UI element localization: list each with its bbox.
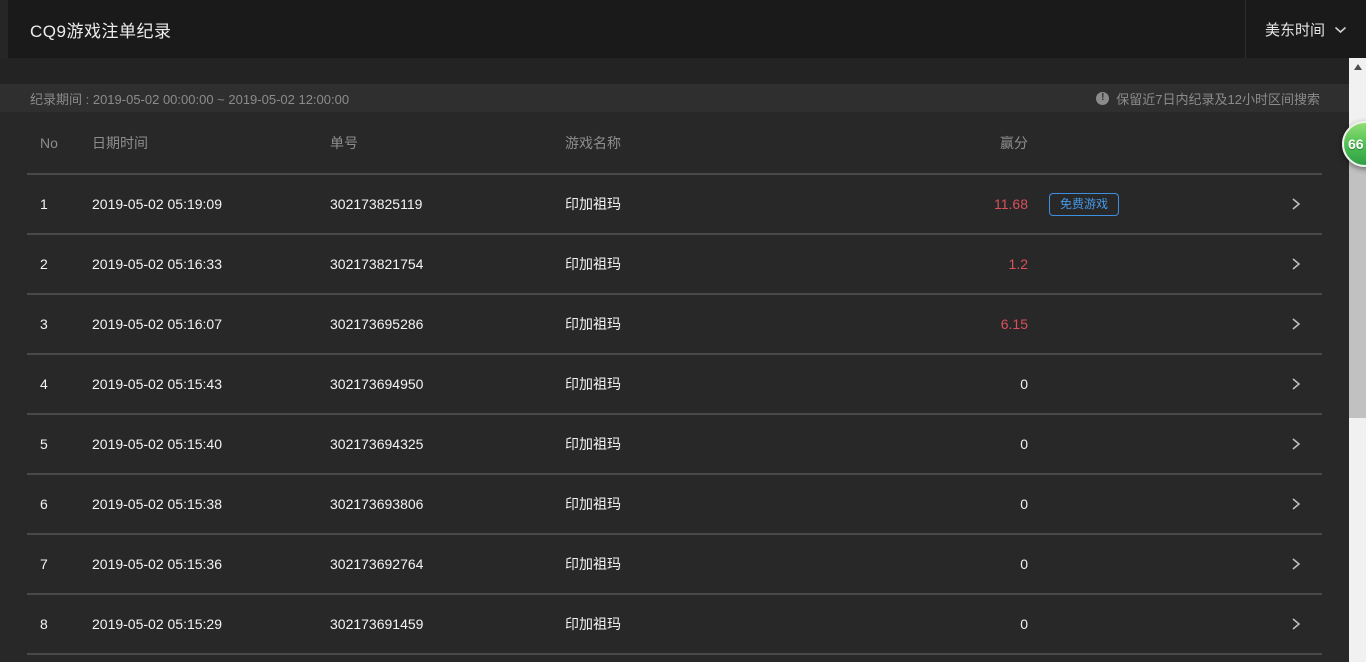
cell-datetime: 2019-05-02 05:15:29 <box>92 616 222 632</box>
cell-order-no: 302173694950 <box>330 376 424 392</box>
cell-order-no: 302173825119 <box>330 196 423 212</box>
cell-win-score: 0 <box>1020 436 1028 452</box>
cell-datetime: 2019-05-02 05:15:43 <box>92 376 222 392</box>
info-icon: ! <box>1096 91 1110 105</box>
cell-order-no: 302173695286 <box>330 316 424 332</box>
table-row[interactable]: 4 2019-05-02 05:15:43 302173694950 印加祖玛 … <box>27 355 1322 415</box>
cell-win-score: 1.2 <box>1008 256 1028 272</box>
arrow-up-icon <box>1353 63 1362 70</box>
chevron-right-icon[interactable] <box>1278 496 1314 512</box>
cell-game-name: 印加祖玛 <box>565 316 621 332</box>
cell-win-score: 0 <box>1020 616 1028 632</box>
table-body: 1 2019-05-02 05:19:09 302173825119 印加祖玛 … <box>0 175 1349 655</box>
cell-datetime: 2019-05-02 05:15:36 <box>92 556 222 572</box>
cell-datetime: 2019-05-02 05:15:38 <box>92 496 222 512</box>
cell-game-name: 印加祖玛 <box>565 436 621 452</box>
cell-game-name: 印加祖玛 <box>565 556 621 572</box>
cell-game-name: 印加祖玛 <box>565 196 621 212</box>
floating-count-value: 66 <box>1348 136 1364 152</box>
cell-game-name: 印加祖玛 <box>565 616 621 632</box>
cell-datetime: 2019-05-02 05:15:40 <box>92 436 222 452</box>
table-row[interactable]: 6 2019-05-02 05:15:38 302173693806 印加祖玛 … <box>27 475 1322 535</box>
chevron-down-icon <box>1334 21 1347 38</box>
column-header-datetime: 日期时间 <box>92 134 148 151</box>
table-header-row: No 日期时间 单号 游戏名称 赢分 <box>27 112 1322 175</box>
cell-order-no: 302173693806 <box>330 496 424 512</box>
chevron-right-icon[interactable] <box>1278 376 1314 392</box>
cell-no: 5 <box>40 436 48 452</box>
column-header-game-name: 游戏名称 <box>565 134 621 151</box>
cell-no: 7 <box>40 556 48 572</box>
cell-datetime: 2019-05-02 05:19:09 <box>92 196 222 212</box>
table-row[interactable]: 2 2019-05-02 05:16:33 302173821754 印加祖玛 … <box>27 235 1322 295</box>
cell-no: 3 <box>40 316 48 332</box>
cell-no: 4 <box>40 376 48 392</box>
column-header-win-score: 赢分 <box>1000 134 1028 151</box>
retention-notice: ! 保留近7日内纪录及12小时区间搜索 <box>1096 89 1320 108</box>
top-gap <box>0 58 1349 84</box>
free-game-badge: 免费游戏 <box>1049 192 1120 216</box>
scrollbar-thumb[interactable] <box>1349 155 1366 418</box>
table-row[interactable]: 5 2019-05-02 05:15:40 302173694325 印加祖玛 … <box>27 415 1322 475</box>
topbar: CQ9游戏注单纪录 美东时间 <box>0 0 1366 58</box>
cell-win-score: 0 <box>1020 376 1028 392</box>
page-title: CQ9游戏注单纪录 <box>30 21 172 41</box>
column-header-order-no: 单号 <box>330 134 358 151</box>
record-period-label: 纪录期间 : 2019-05-02 00:00:00 ~ 2019-05-02 … <box>30 91 350 107</box>
cell-game-name: 印加祖玛 <box>565 496 621 512</box>
cell-win-score: 6.15 <box>1000 316 1028 332</box>
chevron-right-icon[interactable] <box>1278 556 1314 572</box>
table-row[interactable]: 8 2019-05-02 05:15:29 302173691459 印加祖玛 … <box>27 595 1322 655</box>
table-row[interactable]: 1 2019-05-02 05:19:09 302173825119 印加祖玛 … <box>27 175 1322 235</box>
main-content: 纪录期间 : 2019-05-02 00:00:00 ~ 2019-05-02 … <box>0 58 1349 662</box>
cell-no: 8 <box>40 616 48 632</box>
topbar-left-strip <box>0 0 8 58</box>
column-header-no: No <box>40 134 58 151</box>
cell-win-score: 0 <box>1020 496 1028 512</box>
cell-order-no: 302173694325 <box>330 436 424 452</box>
timezone-select[interactable]: 美东时间 <box>1245 0 1366 58</box>
period-bar: 纪录期间 : 2019-05-02 00:00:00 ~ 2019-05-02 … <box>0 84 1349 112</box>
cell-order-no: 302173691459 <box>330 616 424 632</box>
cell-datetime: 2019-05-02 05:16:33 <box>92 256 222 272</box>
retention-notice-text: 保留近7日内纪录及12小时区间搜索 <box>1116 91 1320 107</box>
cell-game-name: 印加祖玛 <box>565 376 621 392</box>
chevron-right-icon[interactable] <box>1278 616 1314 632</box>
table-row[interactable]: 7 2019-05-02 05:15:36 302173692764 印加祖玛 … <box>27 535 1322 595</box>
cell-badge-area: 免费游戏 <box>1028 192 1158 216</box>
chevron-right-icon[interactable] <box>1278 436 1314 452</box>
cell-win-score: 11.68 <box>994 196 1028 212</box>
cell-win-score: 0 <box>1020 556 1028 572</box>
cell-order-no: 302173692764 <box>330 556 424 572</box>
chevron-right-icon[interactable] <box>1278 316 1314 332</box>
cell-game-name: 印加祖玛 <box>565 256 621 272</box>
cell-no: 2 <box>40 256 48 272</box>
timezone-select-label: 美东时间 <box>1264 21 1325 39</box>
chevron-right-icon[interactable] <box>1278 256 1314 272</box>
chevron-right-icon[interactable] <box>1278 196 1314 212</box>
scrollbar-up-button[interactable] <box>1349 58 1366 75</box>
cell-datetime: 2019-05-02 05:16:07 <box>92 316 222 332</box>
cell-no: 1 <box>40 196 48 212</box>
cell-no: 6 <box>40 496 48 512</box>
table-row[interactable]: 3 2019-05-02 05:16:07 302173695286 印加祖玛 … <box>27 295 1322 355</box>
cell-order-no: 302173821754 <box>330 256 424 272</box>
vertical-scrollbar[interactable] <box>1349 58 1366 662</box>
